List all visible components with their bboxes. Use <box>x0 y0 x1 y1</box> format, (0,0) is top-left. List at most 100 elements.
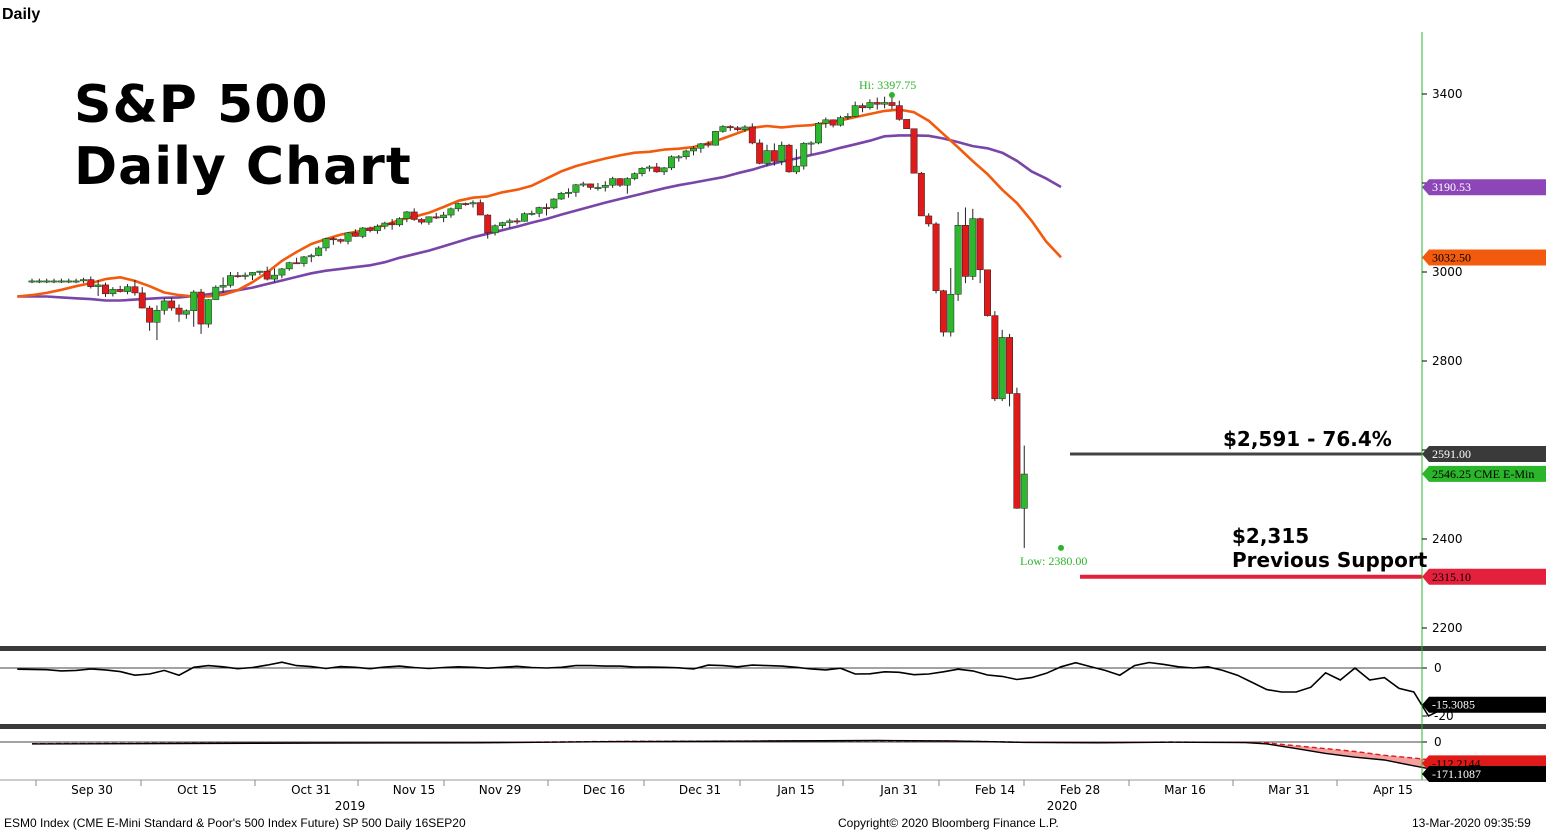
candle-body <box>344 232 352 242</box>
candle-body <box>403 211 411 219</box>
candle <box>557 191 565 200</box>
candle-body <box>322 238 330 249</box>
candle <box>631 172 639 181</box>
candle-body <box>829 119 837 126</box>
candle-body <box>756 142 764 164</box>
candle <box>307 253 315 263</box>
candle <box>138 287 146 309</box>
candle-body <box>521 213 528 222</box>
candle <box>682 149 690 160</box>
candle <box>227 272 234 288</box>
candle <box>851 101 859 118</box>
candle-body <box>939 290 947 333</box>
candle-body <box>256 270 264 273</box>
axis-tag-label: 2591.00 <box>1432 447 1471 461</box>
candle-body <box>329 238 337 241</box>
candle <box>719 125 727 133</box>
candle-body <box>594 187 602 189</box>
axis-tag: 2591.00 <box>1422 446 1546 463</box>
candle-body <box>197 291 205 325</box>
candle-body <box>763 150 771 164</box>
candle-body <box>653 166 661 173</box>
candle <box>476 199 484 216</box>
x-tick-label: Oct 31 <box>291 783 331 797</box>
candle <box>388 219 396 230</box>
candle <box>969 208 977 281</box>
candle <box>43 278 51 284</box>
axis-tag: -171.1087 <box>1422 766 1546 782</box>
candle <box>829 119 837 128</box>
x-tick-label: Feb 28 <box>1060 783 1100 797</box>
candle-body <box>859 105 866 109</box>
candle <box>315 246 323 257</box>
candle-body <box>535 207 543 214</box>
candle-body <box>57 280 65 283</box>
candle-body <box>65 280 73 283</box>
axis-tag-bg <box>1422 766 1546 782</box>
candle <box>337 238 345 244</box>
candle-body <box>770 150 778 162</box>
candle <box>962 207 969 284</box>
candle-body <box>822 119 830 124</box>
candle-body <box>293 262 301 265</box>
candle <box>800 142 808 170</box>
candle-body <box>645 166 653 169</box>
candle-body <box>623 178 631 186</box>
candle <box>623 177 631 194</box>
candle <box>403 211 411 223</box>
candle <box>726 125 734 131</box>
candle <box>638 166 646 177</box>
candle <box>579 181 587 188</box>
candle-body <box>851 105 859 117</box>
candle-body <box>80 279 87 282</box>
candle-body <box>131 286 139 294</box>
candle-body <box>263 270 271 280</box>
x-tick-label: Nov 15 <box>393 783 436 797</box>
main-price-panel: Hi: 3397.75 Low: 2380.00 <box>0 78 1546 651</box>
candle <box>594 183 602 191</box>
high-marker-label: Hi: 3397.75 <box>859 78 916 92</box>
panel-divider <box>0 646 1546 651</box>
support-text-annotation: Previous Support <box>1232 548 1428 572</box>
candle-body <box>234 275 242 278</box>
candle-body <box>565 192 572 194</box>
candle <box>859 103 866 113</box>
axis-tag-bg <box>1422 696 1546 713</box>
candle-body <box>249 272 256 276</box>
candle <box>102 282 109 297</box>
candle-body <box>587 183 595 188</box>
candle <box>462 202 470 206</box>
candle <box>866 99 874 110</box>
footer-timestamp: 13-Mar-2020 09:35:59 <box>1412 816 1531 830</box>
candle-body <box>660 167 668 173</box>
candle <box>837 115 844 127</box>
oscillator-area <box>32 740 1458 775</box>
candle <box>498 221 506 229</box>
candle-body <box>903 119 911 129</box>
candle-body <box>300 256 308 264</box>
x-tick-label: Apr 15 <box>1373 783 1413 797</box>
candle-body <box>124 286 131 292</box>
candle-body <box>43 280 51 283</box>
candle-body <box>388 222 396 226</box>
candle-body <box>815 123 822 144</box>
candle-body <box>925 215 933 225</box>
x-tick-label: Jan 31 <box>879 783 918 797</box>
oscillator-1-panel: 0-20 <box>0 661 1546 729</box>
axis-tag-label: -15.3085 <box>1432 698 1475 712</box>
candle-body <box>616 178 624 186</box>
candle-body <box>778 144 786 162</box>
candle-body <box>954 225 962 295</box>
candle-body <box>138 292 146 309</box>
candle <box>374 224 381 234</box>
candle <box>28 278 36 284</box>
candle-body <box>315 247 323 256</box>
candle-body <box>432 216 440 219</box>
axis-tag-bg <box>1422 446 1546 463</box>
chart-title-line-1: S&P 500 <box>74 75 329 135</box>
footer-instrument: ESM0 Index (CME E-Mini Standard & Poor's… <box>4 816 466 830</box>
candle <box>440 211 448 223</box>
candle <box>917 171 925 217</box>
candle-body <box>712 131 719 146</box>
candle <box>844 113 852 120</box>
